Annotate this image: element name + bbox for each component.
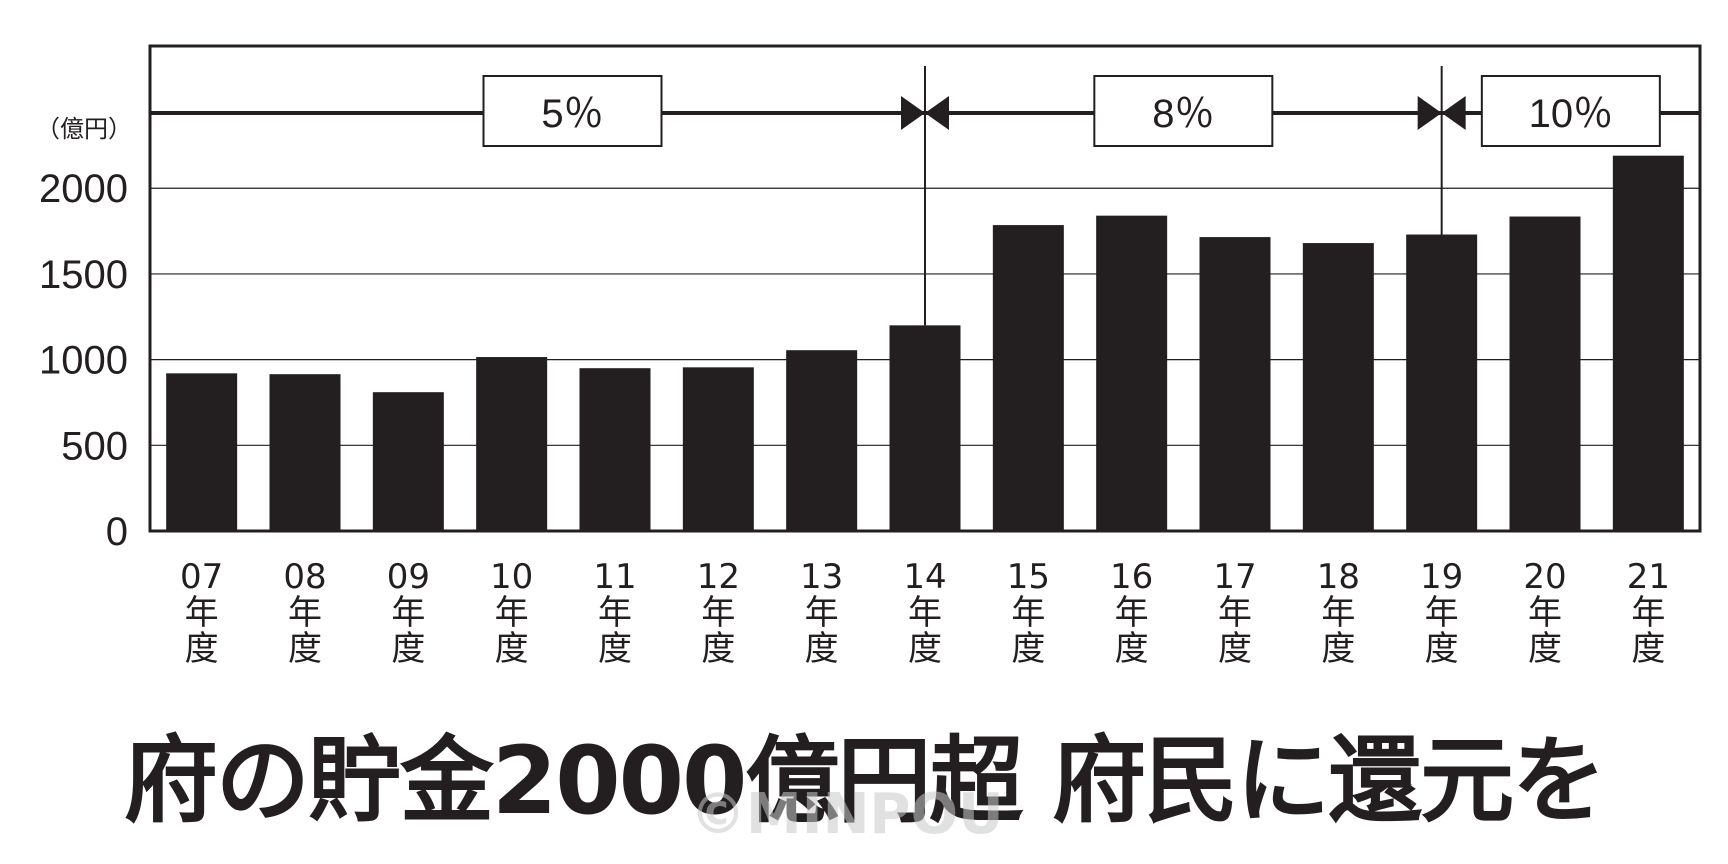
- x-tick-label: 09 年度: [387, 557, 430, 669]
- bar: [372, 392, 444, 531]
- y-tick-label: 2000: [39, 167, 128, 211]
- y-tick-label: 1000: [39, 339, 128, 383]
- bar: [1612, 155, 1684, 531]
- bar: [992, 225, 1064, 532]
- chart: 0 500 1000 1500 2000 （億円） 07 年度 08 年度 09 年度 10 年度 11 年度…: [36, 44, 1702, 669]
- x-tick-label: 12 年度: [697, 557, 740, 669]
- arrowhead-left: [901, 96, 925, 130]
- x-tick-label: 21 年度: [1627, 557, 1670, 669]
- bar: [889, 325, 961, 531]
- bar: [682, 367, 754, 531]
- x-tick-label: 10 年度: [490, 557, 533, 669]
- y-unit-label: （億円）: [36, 115, 132, 143]
- y-tick-label: 0: [106, 510, 128, 554]
- x-tick-label: 07 年度: [180, 557, 223, 669]
- tax-rate-label: 10％: [1529, 92, 1614, 136]
- y-tick-label: 500: [61, 424, 128, 468]
- x-tick-label: 08 年度: [283, 557, 326, 669]
- tax-rate-box: [1480, 75, 1661, 147]
- x-tick-label: 15 年度: [1007, 557, 1050, 669]
- y-tick-label: 1500: [39, 253, 128, 297]
- x-tick-label: 20 年度: [1523, 557, 1566, 669]
- x-tick-label: 13 年度: [800, 557, 843, 669]
- arrowhead-right: [925, 96, 949, 130]
- chart-title: 府の貯金2000億円超 府民に還元を: [123, 727, 1606, 836]
- bar: [166, 373, 238, 531]
- x-tick-label: 18 年度: [1317, 557, 1360, 669]
- bar: [1509, 216, 1581, 532]
- x-tick-label: 17 年度: [1213, 557, 1256, 669]
- arrowhead-left: [1417, 96, 1442, 130]
- x-tick-label: 14 年度: [903, 557, 946, 669]
- bar: [476, 357, 548, 531]
- bar: [1096, 215, 1168, 531]
- tax-rate-label: 8％: [1152, 92, 1214, 136]
- bar: [1199, 237, 1271, 531]
- tax-rate-box: [482, 75, 663, 147]
- bar: [1406, 234, 1478, 531]
- bar: [269, 374, 341, 531]
- x-tick-label: 16 年度: [1110, 557, 1153, 669]
- bar: [579, 368, 651, 531]
- watermark-text: ©MINPOU: [690, 782, 1004, 847]
- tax-rate-label: 5％: [541, 92, 603, 136]
- arrowhead-right: [1441, 96, 1466, 130]
- x-tick-label: 19 年度: [1420, 557, 1463, 669]
- bar: [786, 350, 858, 531]
- bar: [1302, 243, 1374, 531]
- tax-rate-box: [1093, 75, 1274, 147]
- x-tick-label: 11 年度: [593, 557, 636, 669]
